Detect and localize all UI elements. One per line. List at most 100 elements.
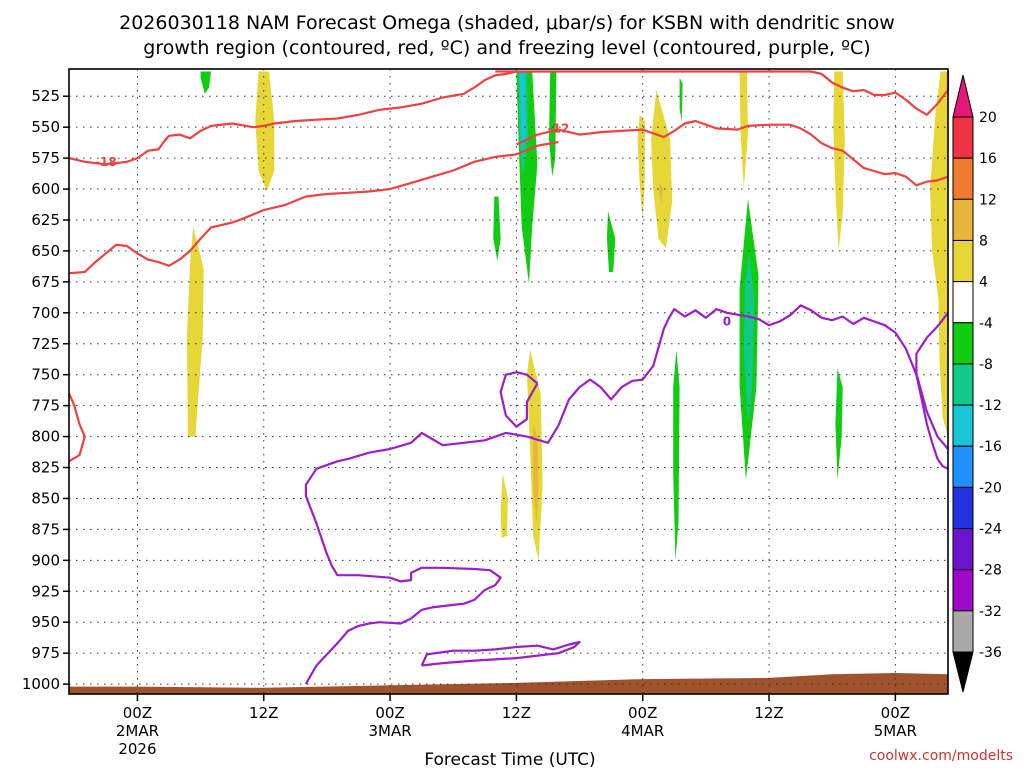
y-tick-label: 975 bbox=[31, 644, 60, 662]
pressure-axis: 525 550 575 600 625 650 675 700 725 750 775 800 825 8… bbox=[22, 87, 69, 693]
omega-region-16 bbox=[673, 349, 680, 561]
y-tick-label: 925 bbox=[31, 582, 60, 600]
colorbar-label: 12 bbox=[979, 192, 997, 208]
omega-region-7 bbox=[549, 71, 557, 177]
colorbar-label: -8 bbox=[979, 357, 993, 373]
surface-layer bbox=[69, 673, 948, 694]
omega-region-6 bbox=[519, 71, 526, 152]
x-tick-label: 00Z bbox=[628, 704, 657, 722]
contour-layer: -18 -12 0 bbox=[67, 70, 950, 685]
y-tick-label: 700 bbox=[31, 304, 60, 322]
y-tick-label: 875 bbox=[31, 520, 60, 538]
colorbar-label: -32 bbox=[979, 604, 1002, 620]
y-tick-label: 750 bbox=[31, 366, 60, 384]
contour-line-7 bbox=[420, 640, 581, 667]
contour-line-1 bbox=[515, 119, 949, 187]
omega-region-12 bbox=[679, 77, 683, 121]
omega-region-9 bbox=[637, 114, 645, 220]
colorbar-bin bbox=[952, 610, 974, 653]
colorbar-bin bbox=[952, 116, 974, 159]
contour-line-5 bbox=[304, 304, 949, 685]
x-tick-label: 12Z bbox=[754, 704, 783, 722]
omega-region-0 bbox=[200, 71, 212, 94]
colorbar-label: 20 bbox=[979, 110, 997, 126]
omega-colorbar: 20 16 12 8 4 -4 -8 -12 -16 -20 -24 -28 -32 -36 bbox=[952, 74, 1002, 693]
ground-surface bbox=[69, 673, 948, 694]
contour-line-3 bbox=[495, 70, 950, 116]
y-tick-label: 800 bbox=[31, 428, 60, 446]
y-tick-label: 675 bbox=[31, 273, 60, 291]
x-tick-date: 3MAR bbox=[368, 722, 411, 740]
colorbar-bin bbox=[952, 157, 974, 200]
colorbar-label: -36 bbox=[979, 645, 1002, 661]
colorbar-bin bbox=[952, 486, 974, 530]
omega-region-20 bbox=[533, 424, 539, 524]
x-tick-label: 12Z bbox=[502, 704, 531, 722]
y-tick-label: 850 bbox=[31, 489, 60, 507]
colorbar-bottom-arrow bbox=[952, 651, 974, 693]
colorbar-bin bbox=[952, 445, 974, 488]
contour-line-2 bbox=[68, 140, 559, 275]
x-tick-label: 12Z bbox=[249, 704, 278, 722]
contour-label: -18 bbox=[95, 155, 117, 169]
y-tick-label: 1000 bbox=[22, 675, 60, 693]
x-tick-label: 00Z bbox=[375, 704, 404, 722]
colorbar-label: 16 bbox=[979, 151, 997, 167]
colorbar-label: -4 bbox=[979, 316, 993, 332]
contour-line-4 bbox=[67, 392, 86, 463]
contour-line-0 bbox=[68, 70, 517, 166]
colorbar-bin bbox=[952, 198, 974, 241]
y-tick-label: 600 bbox=[31, 180, 60, 198]
contour-label: 0 bbox=[723, 314, 731, 328]
omega-region-18 bbox=[833, 71, 845, 251]
x-tick-label: 00Z bbox=[881, 704, 910, 722]
omega-region-1 bbox=[255, 71, 275, 192]
y-tick-label: 650 bbox=[31, 242, 60, 260]
omega-region-17 bbox=[835, 368, 843, 480]
colorbar-label: -12 bbox=[979, 398, 1002, 414]
y-tick-label: 550 bbox=[31, 118, 60, 136]
colorbar-bin bbox=[952, 281, 974, 324]
omega-region-21 bbox=[500, 473, 508, 539]
omega-region-10 bbox=[651, 90, 673, 249]
colorbar-label: 8 bbox=[979, 233, 988, 249]
y-tick-label: 525 bbox=[31, 87, 60, 105]
contour-line-6 bbox=[499, 371, 539, 428]
contour-label: -12 bbox=[548, 121, 570, 135]
x-tick-label: 00Z bbox=[123, 704, 152, 722]
colorbar-bin bbox=[952, 322, 974, 365]
omega-region-11 bbox=[659, 182, 663, 204]
plot-frame bbox=[68, 68, 949, 695]
omega-region-2 bbox=[186, 226, 204, 437]
chart-title-line2: growth region (contoured, red, ºC) and f… bbox=[143, 37, 870, 59]
y-tick-label: 725 bbox=[31, 335, 60, 353]
y-tick-label: 825 bbox=[31, 459, 60, 477]
omega-shading-layer bbox=[186, 71, 948, 561]
omega-region-22 bbox=[930, 71, 948, 437]
colorbar-top-arrow bbox=[952, 74, 974, 118]
contour-line-8 bbox=[915, 312, 949, 450]
y-tick-label: 775 bbox=[31, 397, 60, 415]
omega-region-15 bbox=[743, 250, 755, 425]
x-axis-label: Forecast Time (UTC) bbox=[424, 750, 595, 768]
chart-title-line1: 2026030118 NAM Forecast Omega (shaded, μ… bbox=[119, 12, 895, 34]
omega-region-8 bbox=[606, 211, 616, 272]
x-tick-date: 5MAR bbox=[874, 722, 917, 740]
dotted-gridlines bbox=[69, 69, 948, 694]
x-tick-date: 4MAR bbox=[621, 722, 664, 740]
y-tick-label: 950 bbox=[31, 613, 60, 631]
colorbar-bin bbox=[952, 239, 974, 283]
y-tick-label: 625 bbox=[31, 211, 60, 229]
colorbar-bin bbox=[952, 404, 974, 447]
x-tick-year: 2026 bbox=[118, 740, 156, 758]
colorbar-label: -24 bbox=[979, 522, 1002, 538]
credit-text[interactable]: coolwx.com/modelts bbox=[869, 748, 1013, 764]
y-tick-label: 900 bbox=[31, 551, 60, 569]
omega-region-3 bbox=[493, 196, 501, 261]
colorbar-label: 4 bbox=[979, 275, 988, 291]
x-tick-date: 2MAR bbox=[116, 722, 159, 740]
colorbar-bin bbox=[952, 363, 974, 406]
colorbar-bin bbox=[952, 569, 974, 612]
